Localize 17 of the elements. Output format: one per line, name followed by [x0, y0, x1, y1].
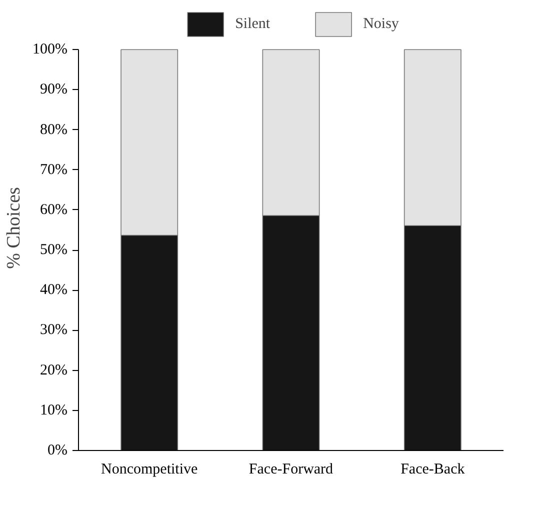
- y-axis-title: % Choices: [4, 187, 25, 269]
- x-tick-label: Face-Forward: [248, 462, 334, 478]
- legend-label: Noisy: [363, 16, 399, 32]
- x-tick-label: Face-Back: [400, 462, 466, 478]
- x-tick-label: Noncompetitive: [101, 462, 198, 478]
- y-tick-label: 70%: [40, 162, 68, 178]
- y-tick-label: 40%: [40, 282, 68, 298]
- y-tick-label: 20%: [40, 362, 68, 378]
- y-tick-label: 90%: [40, 82, 68, 98]
- legend-label: Silent: [235, 16, 270, 32]
- y-tick-label: 10%: [40, 402, 68, 418]
- y-tick-label: 80%: [40, 122, 68, 138]
- y-tick-label: 100%: [32, 42, 68, 58]
- y-tick-label: 0%: [48, 442, 68, 458]
- y-tick-label: 50%: [40, 242, 68, 258]
- y-tick-label: 30%: [40, 322, 68, 338]
- y-tick-label: 60%: [40, 202, 68, 218]
